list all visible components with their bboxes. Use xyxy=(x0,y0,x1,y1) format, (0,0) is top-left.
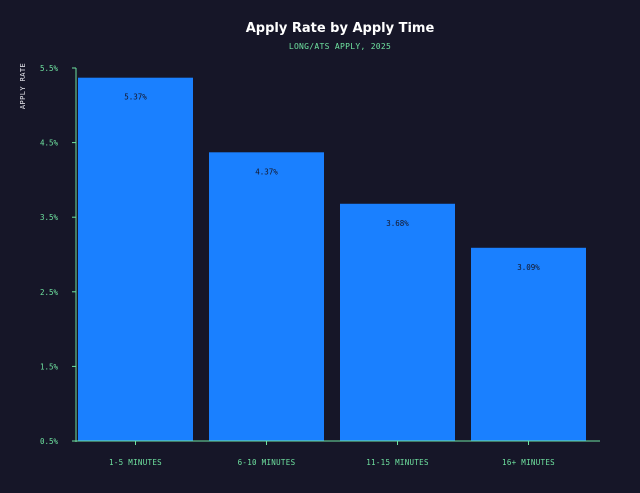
y-tick-label: 4.5% xyxy=(40,139,59,148)
bar-data-label: 3.68% xyxy=(386,219,409,228)
y-tick-label: 5.5% xyxy=(40,64,59,73)
chart-subtitle: LONG/ATS APPLY, 2025 xyxy=(289,42,391,51)
x-tick-label: 11-15 MINUTES xyxy=(366,458,429,467)
y-tick-label: 1.5% xyxy=(40,362,59,371)
bar xyxy=(340,203,455,441)
bar xyxy=(78,77,193,441)
x-tick-label: 16+ MINUTES xyxy=(502,458,555,467)
bar-data-label: 4.37% xyxy=(255,167,278,176)
bar xyxy=(471,247,586,441)
y-axis-label: APPLY RATE xyxy=(19,63,27,109)
chart-title: Apply Rate by Apply Time xyxy=(246,21,435,36)
bar xyxy=(209,152,324,441)
x-tick-label: 6-10 MINUTES xyxy=(238,458,296,467)
bar-data-label: 3.09% xyxy=(517,263,540,272)
axis-layer: 1-5 MINUTES 6-10 MINUTES 11-15 MINUTES 16+ … xyxy=(40,64,600,467)
y-tick-label: 2.5% xyxy=(40,288,59,297)
x-tick-label: 1-5 MINUTES xyxy=(109,458,162,467)
bar-data-label: 5.37% xyxy=(124,93,147,102)
y-tick-label: 3.5% xyxy=(40,213,59,222)
bars-layer: 5.37% 4.37% 3.68% 3.09% xyxy=(78,77,586,441)
y-tick-label: 0.5% xyxy=(40,437,59,446)
